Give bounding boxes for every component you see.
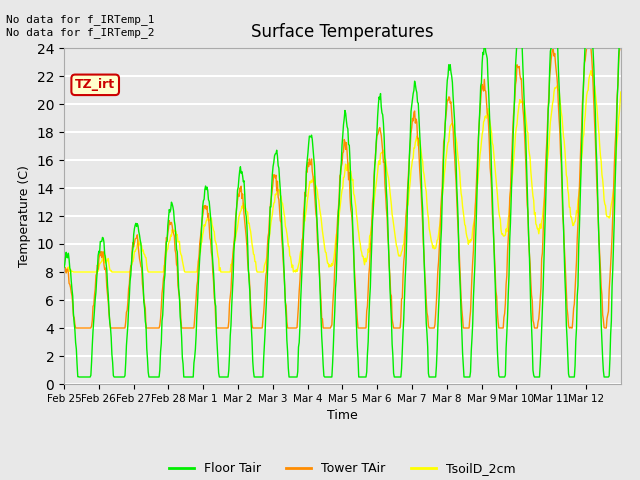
X-axis label: Time: Time [327,409,358,422]
Y-axis label: Temperature (C): Temperature (C) [18,165,31,267]
Text: No data for f_IRTemp_1
No data for f_IRTemp_2: No data for f_IRTemp_1 No data for f_IRT… [6,14,155,38]
Text: TZ_irt: TZ_irt [75,78,115,91]
Legend: Floor Tair, Tower TAir, TsoilD_2cm: Floor Tair, Tower TAir, TsoilD_2cm [164,457,520,480]
Title: Surface Temperatures: Surface Temperatures [251,23,434,41]
